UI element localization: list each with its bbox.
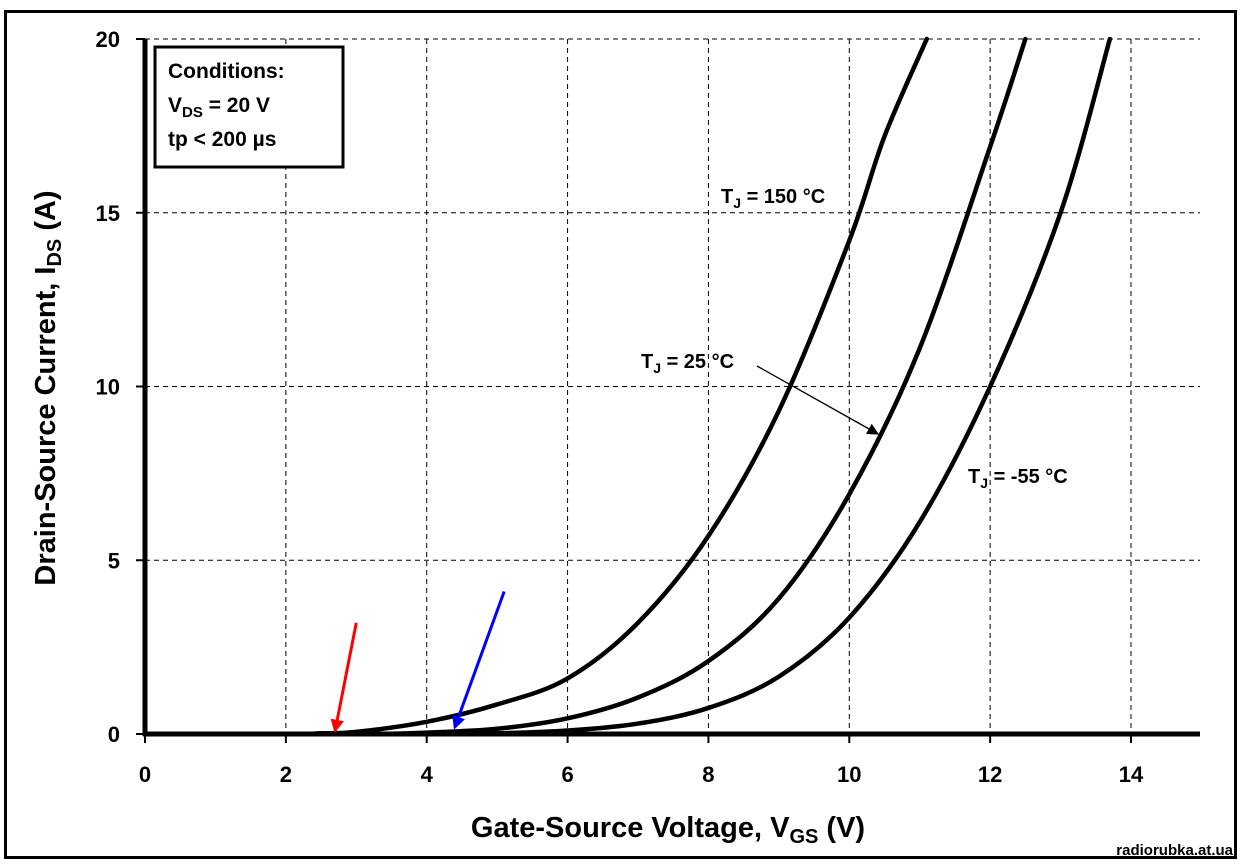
conditions-vds: VDS = 20 V (168, 94, 270, 121)
y-tick-label: 15 (96, 201, 120, 226)
tick-labels: 0 2 4 6 8 10 12 14 0 5 10 15 20 (96, 27, 1144, 787)
y-tick-label: 5 (108, 548, 120, 573)
label-tj-minus55: TJ = -55 °C (968, 466, 1068, 491)
curves (142, 36, 1113, 737)
x-tick-label: 6 (561, 762, 573, 787)
watermark: radiorubka.at.ua (1116, 842, 1233, 859)
x-tick-label: 0 (139, 762, 151, 787)
y-tick-label: 20 (96, 27, 120, 52)
red-arrow (330, 622, 358, 734)
conditions-tp: tp < 200 µs (168, 128, 276, 151)
curve-tj-minus55 (142, 36, 1113, 737)
y-tick-label: 0 (108, 722, 120, 747)
label-tj-150: TJ = 150 °C (721, 186, 825, 211)
blue-arrow (452, 591, 506, 730)
y-axis-title: Drain-Source Current, IDS (A) (30, 190, 66, 585)
x-tick-label: 12 (978, 762, 1002, 787)
x-tick-label: 10 (837, 762, 861, 787)
conditions-title: Conditions: (168, 60, 285, 83)
label-tj-25-pointer (756, 365, 880, 435)
x-tick-label: 2 (280, 762, 292, 787)
label-tj-25: TJ = 25 °C (641, 351, 734, 376)
x-tick-label: 14 (1119, 762, 1144, 787)
conditions-box: Conditions: VDS = 20 V tp < 200 µs (153, 45, 345, 169)
x-tick-label: 8 (702, 762, 714, 787)
colored-arrows (330, 591, 506, 734)
x-axis-title: Gate-Source Voltage, VGS (V) (471, 812, 865, 848)
x-tick-label: 4 (421, 762, 434, 787)
y-tick-label: 10 (96, 375, 120, 400)
